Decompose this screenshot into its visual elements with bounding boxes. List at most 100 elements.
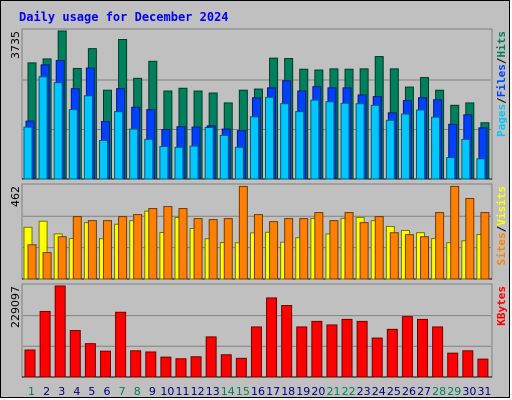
x-tick-label-day-12: 12 [191,385,205,398]
bar-kbytes-day-29 [447,352,459,378]
bar-sites-day-13 [208,219,218,280]
bar-kbytes-day-1 [24,349,36,378]
bar-pages-day-20 [310,99,320,180]
x-tick-label-day-20: 20 [311,385,325,398]
series-label-part: KBytes [495,286,508,326]
x-tick-label-day-30: 30 [462,385,476,398]
series-label-part: Visits [495,186,508,226]
x-tick-label-day-6: 6 [104,385,111,398]
x-tick-label-day-13: 13 [206,385,220,398]
bar-pages-day-29 [446,157,456,180]
bar-sites-day-19 [299,218,309,280]
bar-sites-day-20 [314,212,324,280]
bar-sites-day-8 [133,214,143,280]
bar-kbytes-day-12 [190,356,202,378]
x-tick-label-day-26: 26 [402,385,416,398]
bar-sites-day-23 [359,222,369,280]
panel-2-series-label: Sites/Visits [495,186,508,266]
bar-kbytes-day-19 [296,326,308,378]
x-tick-label-day-7: 7 [119,385,126,398]
bar-sites-day-5 [87,220,97,280]
bar-sites-day-12 [193,218,203,280]
bar-kbytes-day-11 [175,358,187,378]
bar-kbytes-day-4 [69,330,81,378]
bar-pages-day-15 [234,146,244,180]
bar-pages-day-2 [38,76,48,180]
series-label-part: / [495,225,508,232]
bar-kbytes-day-25 [386,328,398,378]
bar-sites-day-31 [480,212,490,280]
bar-kbytes-day-5 [84,343,96,378]
x-tick-label-day-31: 31 [477,385,491,398]
bar-pages-day-6 [98,140,108,180]
bar-kbytes-day-7 [115,311,127,378]
x-tick-label-day-11: 11 [176,385,190,398]
panel-1-ymax-label: 3735 [9,31,22,59]
bar-pages-day-25 [385,119,395,180]
bar-kbytes-day-27 [417,318,429,378]
bar-sites-day-15 [238,185,248,280]
series-label-part: / [495,57,508,64]
bar-kbytes-day-17 [266,297,278,378]
bar-kbytes-day-18 [281,305,293,378]
bar-pages-day-14 [219,134,229,180]
x-tick-label-day-23: 23 [357,385,371,398]
bar-kbytes-day-30 [462,350,474,378]
bar-kbytes-day-9 [145,351,157,378]
x-tick-label-day-4: 4 [73,385,80,398]
bar-kbytes-day-10 [160,356,172,378]
x-tick-label-day-29: 29 [447,385,461,398]
bar-pages-day-13 [204,126,214,180]
bar-sites-day-4 [72,216,82,280]
x-tick-label-day-18: 18 [281,385,295,398]
x-tick-label-day-17: 17 [266,385,280,398]
x-tick-label-day-5: 5 [88,385,95,398]
bar-pages-day-8 [129,128,139,180]
x-tick-label-day-22: 22 [342,385,356,398]
bar-pages-day-4 [68,109,78,180]
bar-kbytes-day-26 [401,316,413,378]
bar-kbytes-day-23 [356,320,368,378]
bar-sites-day-7 [118,216,128,280]
series-label-part: Pages [495,104,508,137]
bar-sites-day-16 [253,214,263,280]
panel-3-ymax-label: 229097 [9,286,22,328]
x-tick-label-day-15: 15 [236,385,250,398]
bar-pages-day-30 [461,138,471,180]
bar-sites-day-22 [344,212,354,280]
bar-pages-day-7 [114,111,124,180]
bar-sites-day-21 [329,220,339,280]
x-tick-label-day-21: 21 [326,385,340,398]
bar-sites-day-25 [389,232,399,280]
bar-sites-day-3 [57,236,67,280]
x-tick-label-day-28: 28 [432,385,446,398]
bar-kbytes-day-31 [477,358,489,378]
panel-3-series-label: KBytes [495,286,508,326]
bar-sites-day-9 [148,208,158,280]
chart-title: Daily usage for December 2024 [19,10,229,24]
bar-pages-day-28 [431,116,441,180]
bar-pages-day-1 [23,126,33,180]
series-label-part: / [495,97,508,104]
bar-pages-day-3 [53,82,63,180]
x-tick-label-day-8: 8 [134,385,141,398]
x-tick-label-day-1: 1 [28,385,35,398]
bar-sites-day-29 [450,185,460,280]
bar-kbytes-day-15 [235,357,247,378]
x-tick-label-day-10: 10 [160,385,174,398]
bar-kbytes-day-28 [432,326,444,378]
x-tick-label-day-25: 25 [387,385,401,398]
bar-sites-day-18 [284,218,294,280]
bar-sites-day-11 [178,208,188,280]
bar-sites-day-30 [465,197,475,280]
x-tick-label-day-24: 24 [372,385,386,398]
bar-pages-day-22 [340,102,350,180]
bar-pages-day-9 [144,138,154,180]
bar-kbytes-day-2 [39,310,51,378]
bar-pages-day-18 [280,103,290,180]
bar-sites-day-27 [420,236,430,280]
x-tick-label-day-2: 2 [43,385,50,398]
x-tick-label-day-19: 19 [296,385,310,398]
bar-sites-day-1 [27,244,37,280]
